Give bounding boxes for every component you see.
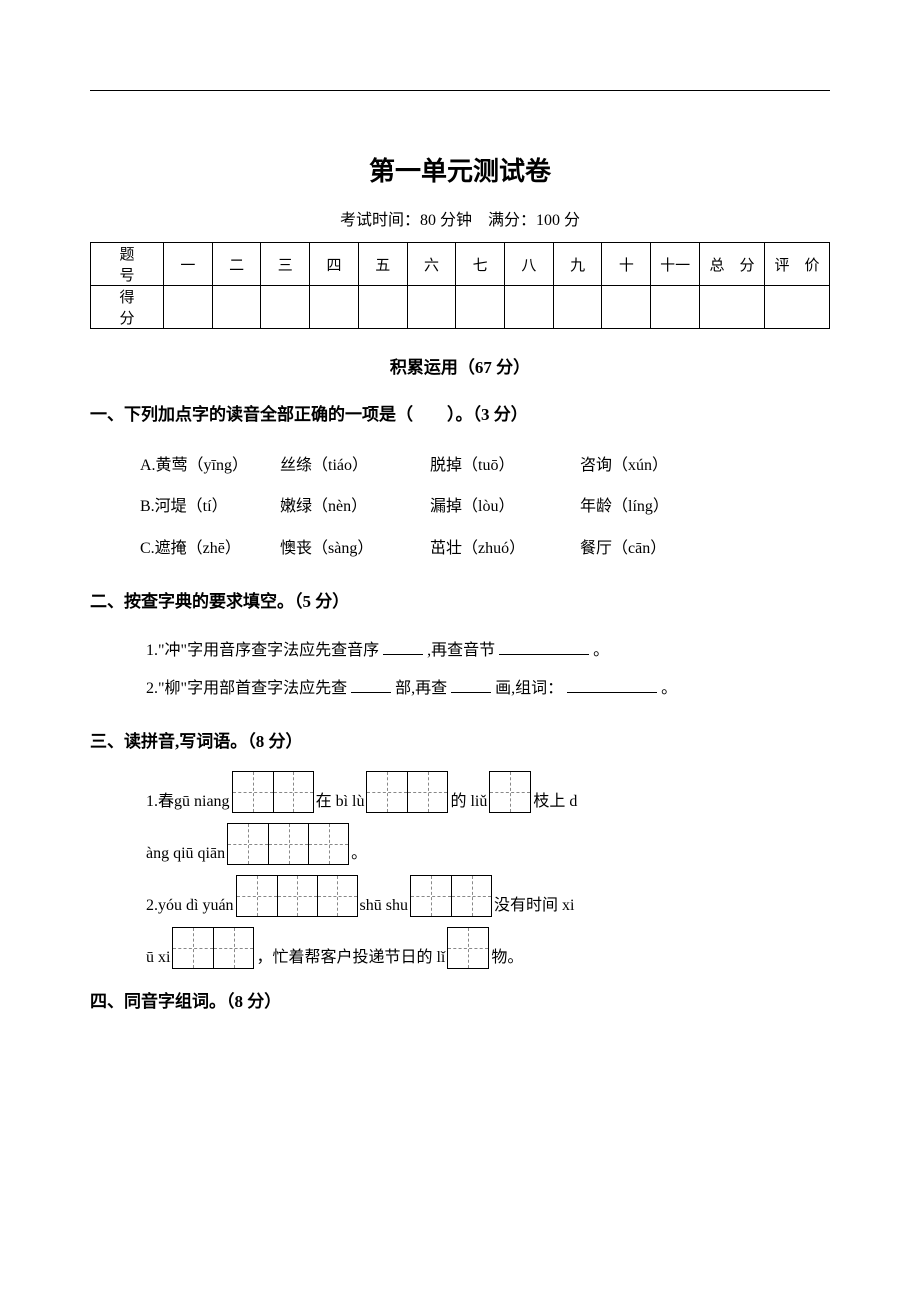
q2-l2-b: 部,再查: [395, 680, 447, 697]
q2-l1-a: 1."冲"字用音序查字法应先查音序: [146, 642, 379, 659]
score-table-value-row: 得 分: [91, 286, 830, 329]
q1-heading: 一、下列加点字的读音全部正确的一项是（ ）。（3 分）: [90, 400, 830, 431]
char-box-1: [489, 771, 531, 813]
section-header: 积累运用（67 分）: [90, 353, 830, 378]
score-cell: [261, 286, 310, 329]
score-cell: [407, 286, 456, 329]
q3-l2-p3: 没有时间 xi: [494, 895, 574, 917]
blank: [499, 638, 589, 655]
blank: [451, 676, 491, 693]
score-cell: [358, 286, 407, 329]
q1-a-c3: 脱掉（tuō）: [430, 445, 580, 487]
q3-heading: 三、读拼音,写词语。（8 分）: [90, 727, 830, 758]
score-col: 八: [505, 243, 554, 286]
q3-l2-p1: 2.yóu dì yuán: [146, 895, 234, 917]
char-box-2: [410, 875, 492, 917]
q1-a-c1: A.黄莺（yīng）: [140, 445, 280, 487]
q3-l1-p4: 枝上 d: [533, 791, 577, 813]
score-cell: [164, 286, 213, 329]
q1-a-c2: 丝绦（tiáo）: [280, 445, 430, 487]
q1-option-a: A.黄莺（yīng） A. 丝绦（tiáo） 脱掉（tuō） 咨询（xún）: [90, 445, 830, 487]
q3-l2b-p3: 物。: [491, 947, 523, 969]
q1-b-c3: 漏掉（lòu）: [430, 486, 580, 528]
score-table: 题 号 一 二 三 四 五 六 七 八 九 十 十一 总 分 评 价 得 分: [90, 242, 830, 329]
q3-l1b-p2: 。: [351, 843, 367, 865]
q3-l2-p2: shū shu: [360, 895, 408, 917]
q4-heading: 四、同音字组词。（8 分）: [90, 987, 830, 1018]
q1-a-c4: 咨询（xún）: [580, 445, 730, 487]
score-cell: [553, 286, 602, 329]
top-rule: [90, 90, 830, 91]
score-cell: [765, 286, 830, 329]
char-box-2: [232, 771, 314, 813]
q2-l2-d: 。: [661, 680, 677, 697]
q3-l1-p1: 1.春gū niang: [146, 791, 230, 813]
score-col: 六: [407, 243, 456, 286]
score-cell: [651, 286, 700, 329]
char-box-2: [366, 771, 448, 813]
q1-b-c4: 年龄（líng）: [580, 486, 730, 528]
q1-b-c2: 嫩绿（nèn）: [280, 486, 430, 528]
q2-l2-c: 画,组词：: [495, 680, 563, 697]
score-table-header-row: 题 号 一 二 三 四 五 六 七 八 九 十 十一 总 分 评 价: [91, 243, 830, 286]
q1-option-b: B.河堤（tí） 嫩绿（nèn） 漏掉（lòu） 年龄（líng）: [90, 486, 830, 528]
document-title: 第一单元测试卷: [90, 151, 830, 188]
q1-c-c4: 餐厅（cān）: [580, 528, 730, 570]
q1-c-c1: C.遮掩（zhē）: [140, 528, 280, 570]
q2-line1: 1."冲"字用音序查字法应先查音序 ,再查音节 。: [90, 632, 830, 670]
q3-l1-p2: 在 bì lù: [316, 791, 365, 813]
char-box-3: [227, 823, 349, 865]
score-col: 十: [602, 243, 651, 286]
score-cell: [602, 286, 651, 329]
score-cell: [700, 286, 765, 329]
score-header-label: 题 号: [91, 243, 164, 286]
q3-line2b: ū xi ，忙着帮客户投递节日的 lǐ 物。: [90, 927, 830, 969]
q3-l1-p3: 的 liǔ: [450, 791, 487, 813]
score-col: 一: [164, 243, 213, 286]
q3-line1: 1.春gū niang 在 bì lù 的 liǔ 枝上 d: [90, 771, 830, 813]
score-col: 五: [358, 243, 407, 286]
score-col: 总 分: [700, 243, 765, 286]
score-cell: [310, 286, 359, 329]
score-col: 十一: [651, 243, 700, 286]
q3-l2b-p2: ，忙着帮客户投递节日的 lǐ: [256, 947, 445, 969]
q2-heading: 二、按查字典的要求填空。（5 分）: [90, 587, 830, 618]
blank: [567, 676, 657, 693]
score-col: 评 价: [765, 243, 830, 286]
char-box-3: [236, 875, 358, 917]
score-cell: [505, 286, 554, 329]
q2-l2-a: 2."柳"字用部首查字法应先查: [146, 680, 347, 697]
score-cell: [456, 286, 505, 329]
score-col: 三: [261, 243, 310, 286]
blank: [383, 638, 423, 655]
q2-l1-b: ,再查音节: [427, 642, 495, 659]
score-value-label: 得 分: [91, 286, 164, 329]
q3-line1b: àng qiū qiān 。: [90, 823, 830, 865]
q3-line2: 2.yóu dì yuán shū shu 没有时间 xi: [90, 875, 830, 917]
q3-l2b-p1: ū xi: [146, 947, 170, 969]
score-col: 二: [212, 243, 261, 286]
score-col: 九: [553, 243, 602, 286]
char-box-2: [172, 927, 254, 969]
q3-l1b-p1: àng qiū qiān: [146, 843, 225, 865]
document-subtitle: 考试时间：80 分钟 满分：100 分: [90, 206, 830, 230]
blank: [351, 676, 391, 693]
q1-c-c2: 懊丧（sàng）: [280, 528, 430, 570]
score-col: 四: [310, 243, 359, 286]
score-cell: [212, 286, 261, 329]
q1-option-c: C.遮掩（zhē） 懊丧（sàng） 茁壮（zhuó） 餐厅（cān）: [90, 528, 830, 570]
score-col: 七: [456, 243, 505, 286]
char-box-1: [447, 927, 489, 969]
q1-b-c1: B.河堤（tí）: [140, 486, 280, 528]
q2-l1-c: 。: [593, 642, 609, 659]
q1-c-c3: 茁壮（zhuó）: [430, 528, 580, 570]
q2-line2: 2."柳"字用部首查字法应先查 部,再查 画,组词： 。: [90, 670, 830, 708]
